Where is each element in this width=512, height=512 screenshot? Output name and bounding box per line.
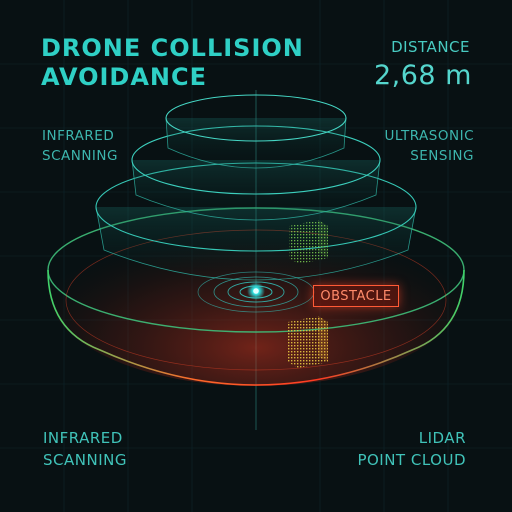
sensor-label-bottom-right: LIDAR POINT CLOUD [357,429,466,469]
sensor-ring-2 [165,94,347,169]
sensor-label-top-right: ULTRASONIC SENSING [384,128,474,164]
title-line-1: DRONE COLLISION [41,34,304,62]
sensor-label-top-left: INFRARED SCANNING [42,128,118,164]
point-cloud-upper [289,220,328,264]
obstacle-warning-badge: OBSTACLE [313,285,399,307]
distance-label: DISTANCE [391,38,470,56]
page-title: DRONE COLLISION AVOIDANCE [41,34,304,92]
point-cloud-obstacle [288,316,328,368]
sensor-label-bottom-left: INFRARED SCANNING [43,429,127,469]
title-line-2: AVOIDANCE [41,63,208,91]
distance-value: 2,68 m [373,60,472,91]
